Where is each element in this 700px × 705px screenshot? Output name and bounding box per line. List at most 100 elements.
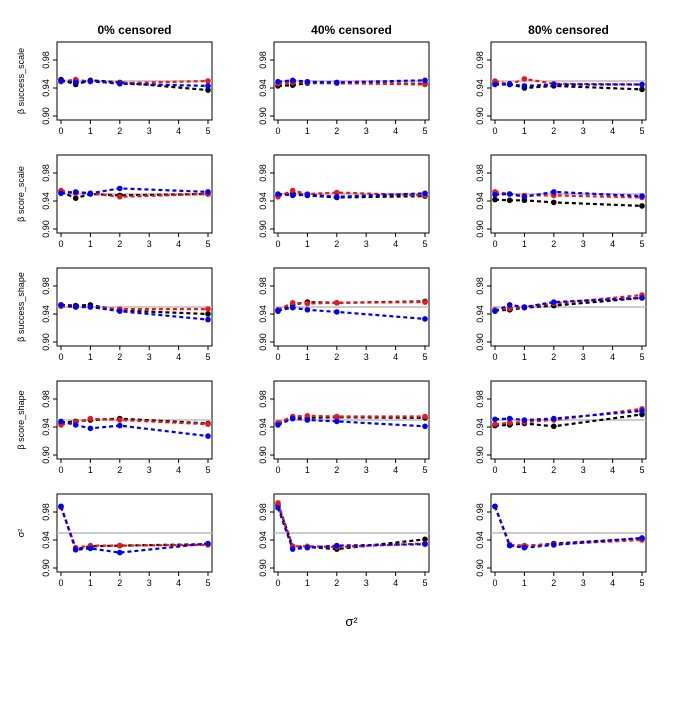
y-tick-label: 0.90 <box>475 559 485 577</box>
y-tick-label: 0.90 <box>41 107 51 125</box>
data-point <box>117 542 123 549</box>
y-tick-label: 0.94 <box>258 79 268 97</box>
x-tick-label: 5 <box>422 126 427 136</box>
series-line <box>493 506 643 548</box>
data-point <box>275 191 281 197</box>
panel: 0.90 0.94 0.98 0 1 2 3 4 5 <box>258 41 430 136</box>
data-point <box>87 78 94 84</box>
x-axis-label: σ² <box>345 614 358 629</box>
x-tick-label: 1 <box>88 465 93 475</box>
data-point <box>639 203 645 209</box>
y-tick-label: 0.90 <box>258 107 268 125</box>
x-tick-label: 4 <box>176 352 181 362</box>
data-point <box>334 542 340 549</box>
y-tick-label: 0.98 <box>41 51 51 69</box>
data-point <box>289 304 296 311</box>
data-point <box>117 194 123 200</box>
data-point <box>205 306 211 312</box>
column-title: 80% censored <box>528 23 609 37</box>
y-tick-label: 0.90 <box>41 446 51 464</box>
data-point <box>117 422 123 429</box>
x-tick-label: 1 <box>305 239 310 249</box>
x-tick-label: 5 <box>639 239 644 249</box>
data-point <box>492 416 498 423</box>
series-line <box>276 507 426 551</box>
x-tick-label: 0 <box>275 239 280 249</box>
y-tick-label: 0.98 <box>258 503 268 521</box>
x-tick-label: 3 <box>364 352 369 362</box>
data-point <box>304 544 311 551</box>
data-point <box>72 195 79 201</box>
data-point <box>72 547 79 553</box>
x-tick-label: 5 <box>205 465 210 475</box>
data-point <box>506 302 513 308</box>
data-point <box>72 189 79 195</box>
y-axis-label: σ² <box>16 529 26 538</box>
x-tick-label: 3 <box>147 239 152 249</box>
panel: 0.90 0.94 0.98 0 1 2 3 4 5 <box>475 380 647 475</box>
x-tick-label: 4 <box>610 578 615 588</box>
x-tick-label: 5 <box>639 126 644 136</box>
x-tick-label: 0 <box>58 352 63 362</box>
data-point <box>551 423 557 430</box>
x-tick-label: 5 <box>639 352 644 362</box>
data-point <box>87 425 94 432</box>
x-tick-label: 1 <box>522 126 527 136</box>
data-point <box>506 197 513 204</box>
x-tick-label: 4 <box>610 126 615 136</box>
x-tick-label: 1 <box>522 352 527 362</box>
panel: 0.90 0.94 0.98 0 1 2 3 4 5 <box>258 154 430 249</box>
x-tick-label: 3 <box>364 465 369 475</box>
x-tick-label: 2 <box>551 126 556 136</box>
x-tick-label: 5 <box>422 239 427 249</box>
data-point <box>506 191 513 197</box>
data-point <box>289 192 296 199</box>
data-point <box>639 295 645 301</box>
y-tick-label: 0.94 <box>258 418 268 436</box>
data-point <box>72 79 79 86</box>
x-tick-label: 0 <box>275 126 280 136</box>
data-point <box>492 421 498 428</box>
data-point <box>639 81 645 88</box>
x-tick-label: 1 <box>305 578 310 588</box>
panel: 0.90 0.94 0.98 0 1 2 3 4 5 β score_scale <box>16 154 213 249</box>
y-tick-label: 0.98 <box>475 503 485 521</box>
column-title: 40% censored <box>311 23 392 37</box>
data-point <box>72 304 79 310</box>
x-tick-label: 2 <box>551 239 556 249</box>
data-point <box>521 76 528 82</box>
y-tick-label: 0.90 <box>41 333 51 351</box>
data-point <box>275 505 281 511</box>
data-point <box>492 196 498 203</box>
x-tick-label: 3 <box>581 239 586 249</box>
data-point <box>289 187 296 194</box>
data-point <box>422 423 428 430</box>
x-tick-label: 0 <box>275 465 280 475</box>
x-tick-label: 3 <box>147 126 152 136</box>
data-point <box>422 77 428 84</box>
x-tick-label: 3 <box>364 578 369 588</box>
series-line <box>493 506 643 547</box>
y-tick-label: 0.94 <box>475 192 485 210</box>
data-point <box>304 307 311 313</box>
panel: 0.90 0.94 0.98 0 1 2 3 4 5 <box>475 267 647 362</box>
data-point <box>205 433 211 439</box>
y-tick-label: 0.94 <box>41 305 51 323</box>
y-tick-label: 0.94 <box>41 79 51 97</box>
data-point <box>492 81 498 88</box>
y-tick-label: 0.90 <box>475 333 485 351</box>
data-point <box>334 189 340 196</box>
x-tick-label: 5 <box>422 352 427 362</box>
data-point <box>87 545 94 552</box>
panel: 0.90 0.94 0.98 0 1 2 3 4 5 β success_shape <box>16 267 213 362</box>
y-tick-label: 0.94 <box>475 531 485 549</box>
x-tick-label: 3 <box>581 578 586 588</box>
x-tick-label: 2 <box>334 465 339 475</box>
x-tick-label: 0 <box>492 352 497 362</box>
data-point <box>492 503 498 510</box>
x-tick-label: 2 <box>117 126 122 136</box>
data-point <box>639 193 645 199</box>
y-tick-label: 0.90 <box>475 107 485 125</box>
x-tick-label: 3 <box>364 126 369 136</box>
